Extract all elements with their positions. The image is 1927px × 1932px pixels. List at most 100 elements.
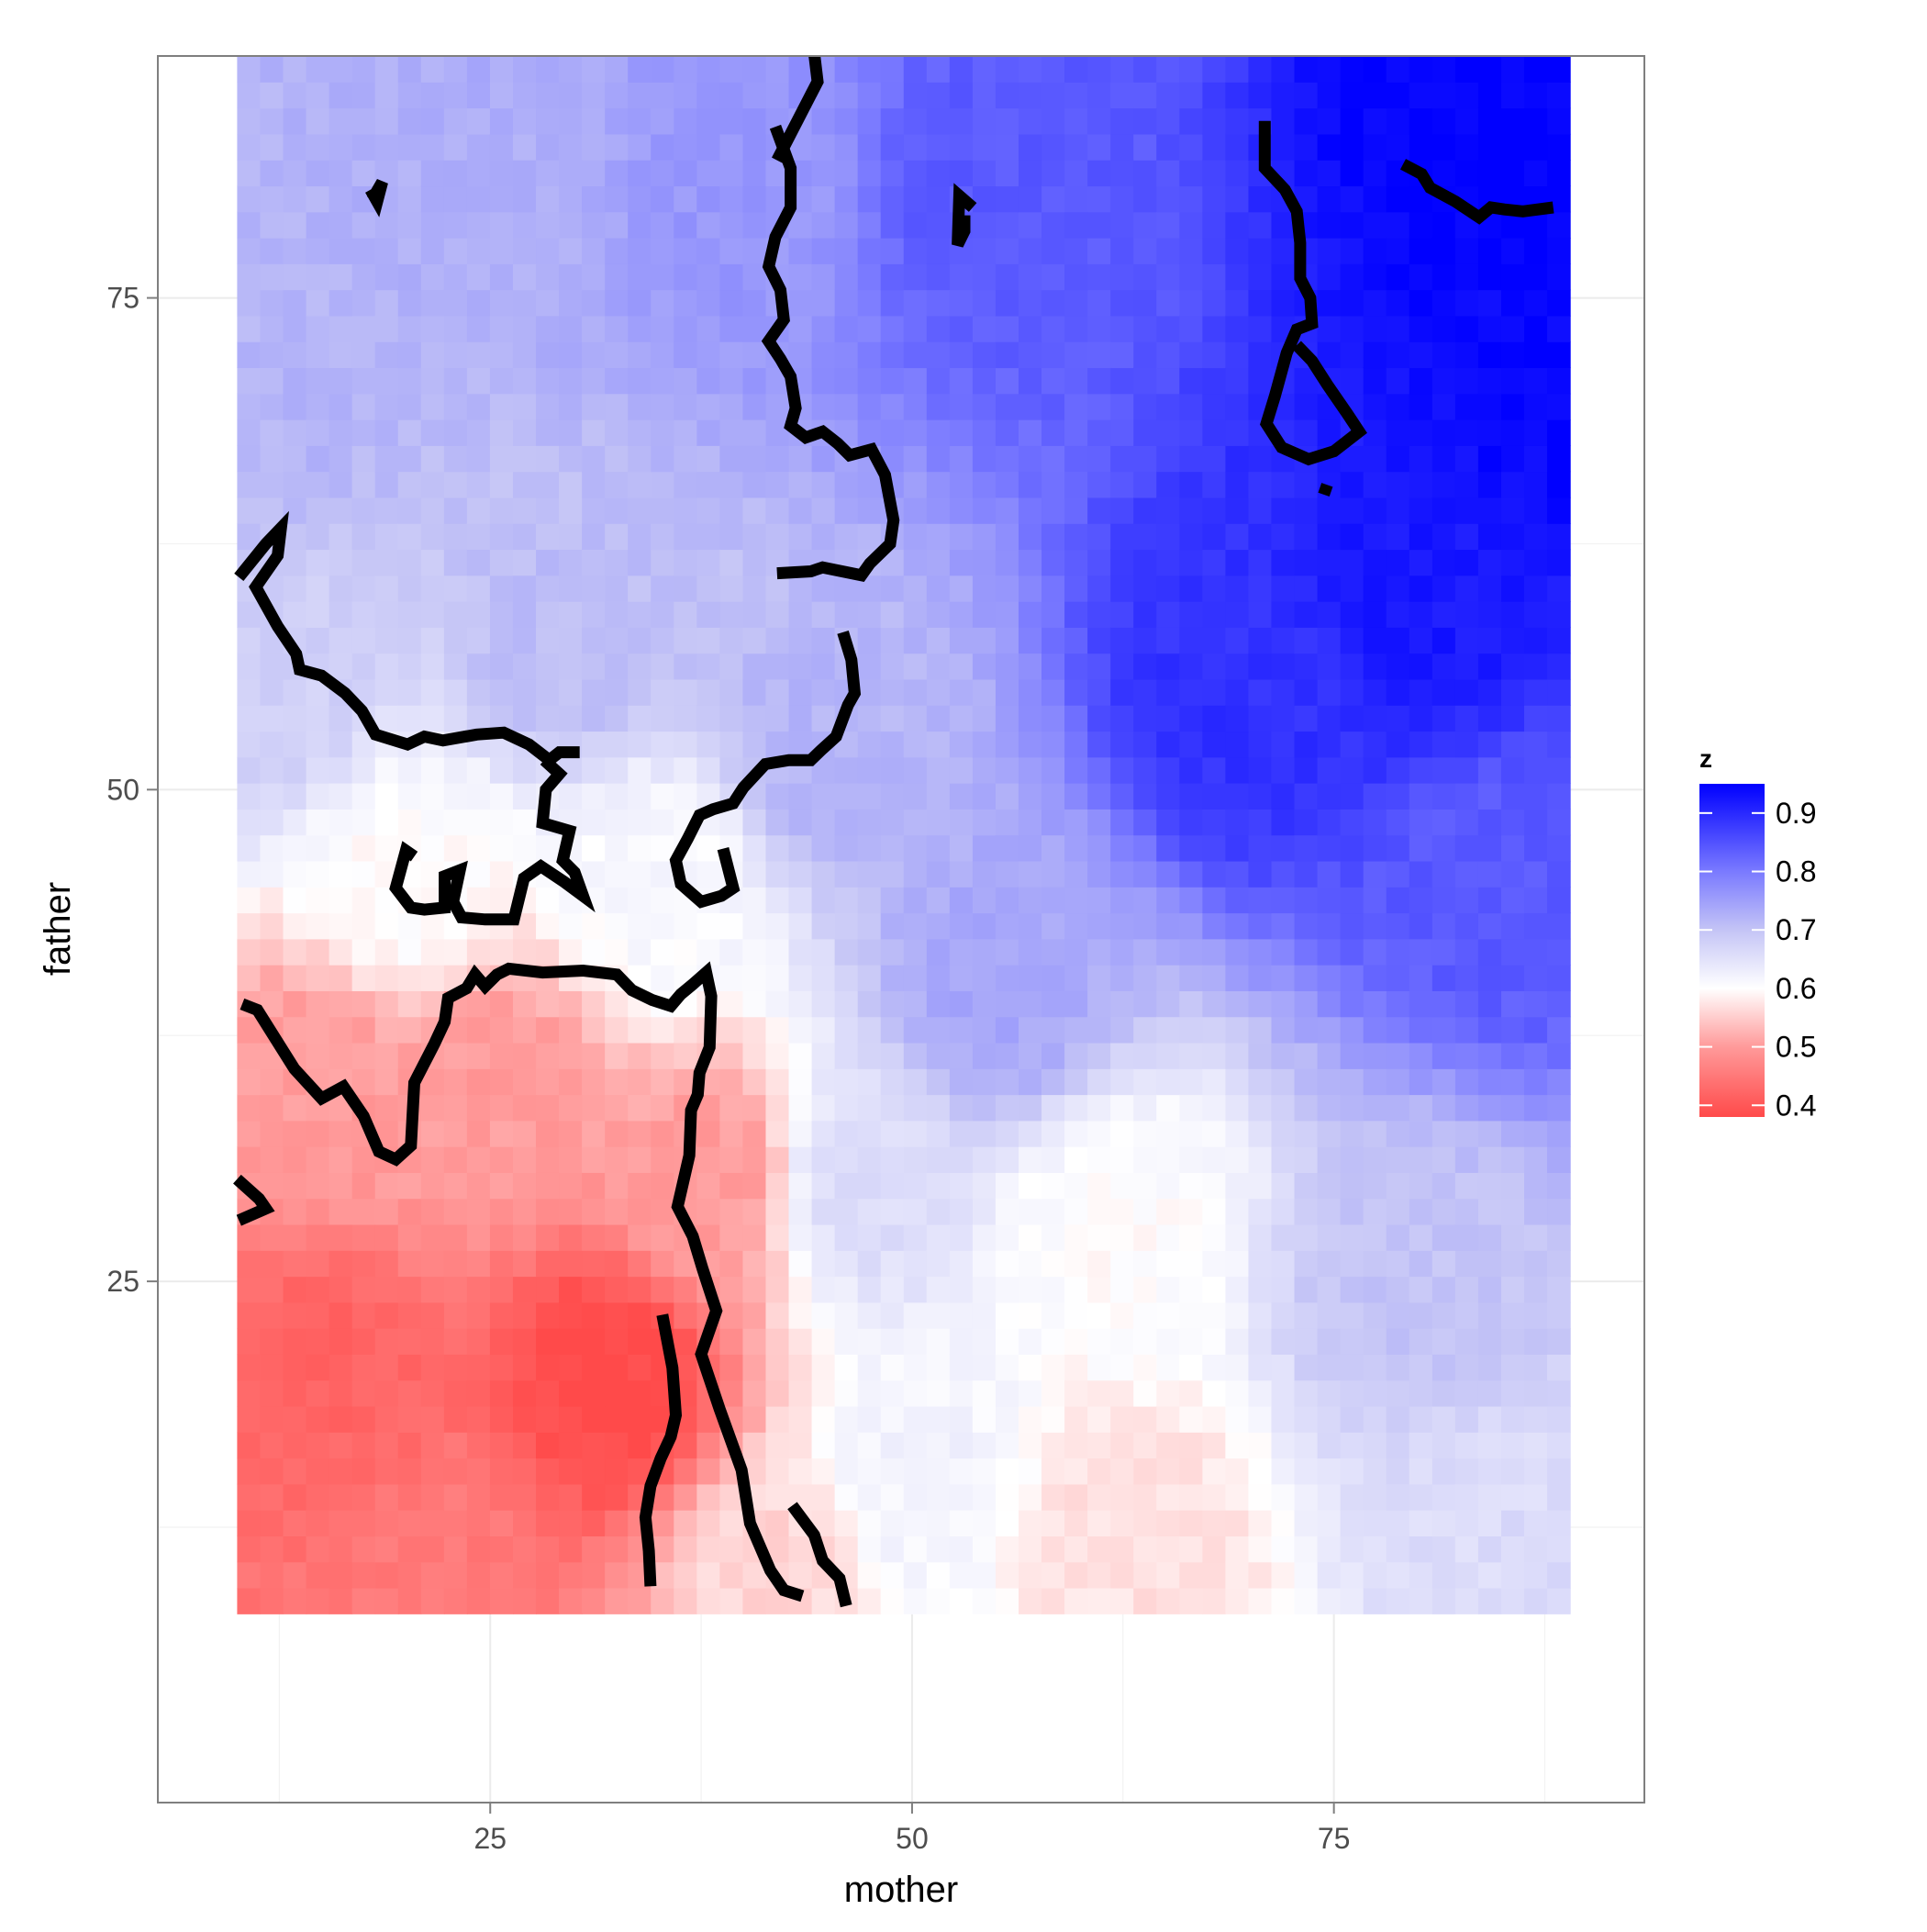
heat-tile <box>765 678 790 706</box>
heat-tile <box>1225 1198 1250 1225</box>
heat-tile <box>351 1536 376 1563</box>
heat-tile <box>1363 523 1387 551</box>
heat-tile <box>605 1042 629 1069</box>
heat-tile <box>1041 1457 1065 1485</box>
heat-tile <box>1340 653 1364 680</box>
heat-tile <box>1454 1223 1479 1251</box>
heat-tile <box>995 965 1019 991</box>
heat-tile <box>536 1587 560 1614</box>
heat-tile <box>1225 1276 1250 1303</box>
heat-tile <box>1064 1561 1088 1589</box>
heat-tile <box>443 653 468 680</box>
heat-tile <box>719 601 744 628</box>
heat-tile <box>834 1432 859 1459</box>
heat-tile <box>1202 938 1227 966</box>
heat-tile <box>1202 1561 1227 1589</box>
heat-tile <box>1363 56 1387 83</box>
heat-tile <box>374 289 399 317</box>
heat-tile <box>903 549 928 576</box>
heat-tile <box>1225 1379 1250 1407</box>
heat-tile <box>926 1354 951 1381</box>
heat-tile <box>995 834 1019 862</box>
heat-tile <box>1041 756 1065 784</box>
heat-tile <box>1202 887 1227 914</box>
heat-tile <box>489 497 514 524</box>
heat-tile <box>536 1120 560 1147</box>
heat-tile <box>1454 1301 1479 1329</box>
heat-tile <box>512 1094 537 1122</box>
heat-tile <box>880 185 905 213</box>
heat-tile <box>1524 1016 1548 1044</box>
heat-tile <box>651 938 674 966</box>
heat-tile <box>260 445 284 473</box>
heat-tile <box>1386 1432 1410 1459</box>
heat-tile <box>1547 133 1571 161</box>
heat-tile <box>489 185 514 213</box>
heat-tile <box>1156 1587 1180 1614</box>
heat-tile <box>466 263 491 291</box>
heat-tile <box>1317 107 1342 135</box>
heat-tile <box>1225 860 1250 888</box>
heat-tile <box>972 185 997 213</box>
heat-tile <box>1248 834 1273 862</box>
heat-tile <box>628 1354 652 1381</box>
heat-tile <box>1018 523 1042 551</box>
heat-tile <box>306 1379 330 1407</box>
heat-tile <box>811 1016 836 1044</box>
heat-tile <box>1087 289 1111 317</box>
heat-tile <box>651 756 674 784</box>
heat-tile <box>374 575 399 602</box>
heat-tile <box>1202 367 1227 395</box>
heat-tile <box>1454 1354 1479 1381</box>
heat-tile <box>628 1198 652 1225</box>
heat-tile <box>811 1432 836 1459</box>
heat-tile <box>903 1483 928 1511</box>
heat-tile <box>1500 965 1525 991</box>
heat-tile <box>1547 497 1571 524</box>
heat-tile <box>559 705 583 732</box>
heat-tile <box>719 756 744 784</box>
heat-tile <box>1454 1016 1479 1044</box>
heat-tile <box>995 1354 1019 1381</box>
heat-tile <box>397 263 422 291</box>
heat-tile <box>1179 549 1203 576</box>
heat-tile <box>1547 1405 1571 1433</box>
heat-tile <box>260 393 284 420</box>
heat-tile <box>1248 1120 1273 1147</box>
heat-tile <box>742 887 767 914</box>
heat-tile <box>628 445 652 473</box>
heat-tile <box>903 1457 928 1485</box>
heat-tile <box>1133 393 1157 420</box>
heat-tile <box>489 990 514 1018</box>
heat-tile <box>329 1223 353 1251</box>
heat-tile <box>397 1301 422 1329</box>
heat-tile <box>1110 575 1134 602</box>
heat-tile <box>651 289 674 317</box>
heat-tile <box>1087 497 1111 524</box>
heat-tile <box>719 575 744 602</box>
heat-tile <box>1500 1354 1525 1381</box>
heat-tile <box>628 367 652 395</box>
heat-tile <box>1477 1250 1502 1278</box>
heat-tile <box>559 1042 583 1069</box>
heat-tile <box>443 289 468 317</box>
heat-tile <box>1524 1198 1548 1225</box>
heat-tile <box>1363 419 1387 446</box>
heat-tile <box>674 1042 697 1069</box>
heat-tile <box>1431 653 1456 680</box>
heat-tile <box>1317 575 1342 602</box>
heat-tile <box>489 549 514 576</box>
heat-tile <box>719 1328 744 1355</box>
heat-tile <box>283 1301 307 1329</box>
heat-tile <box>949 965 974 991</box>
heat-tile <box>489 1068 514 1096</box>
heat-tile <box>926 1172 951 1200</box>
heat-tile <box>237 211 262 239</box>
heat-tile <box>972 1094 997 1122</box>
heat-tile <box>582 289 606 317</box>
heat-tile <box>1041 1198 1065 1225</box>
heat-tile <box>903 1587 928 1614</box>
heat-tile <box>1110 1457 1134 1485</box>
heat-tile <box>1431 1405 1456 1433</box>
heat-tile <box>512 82 537 109</box>
